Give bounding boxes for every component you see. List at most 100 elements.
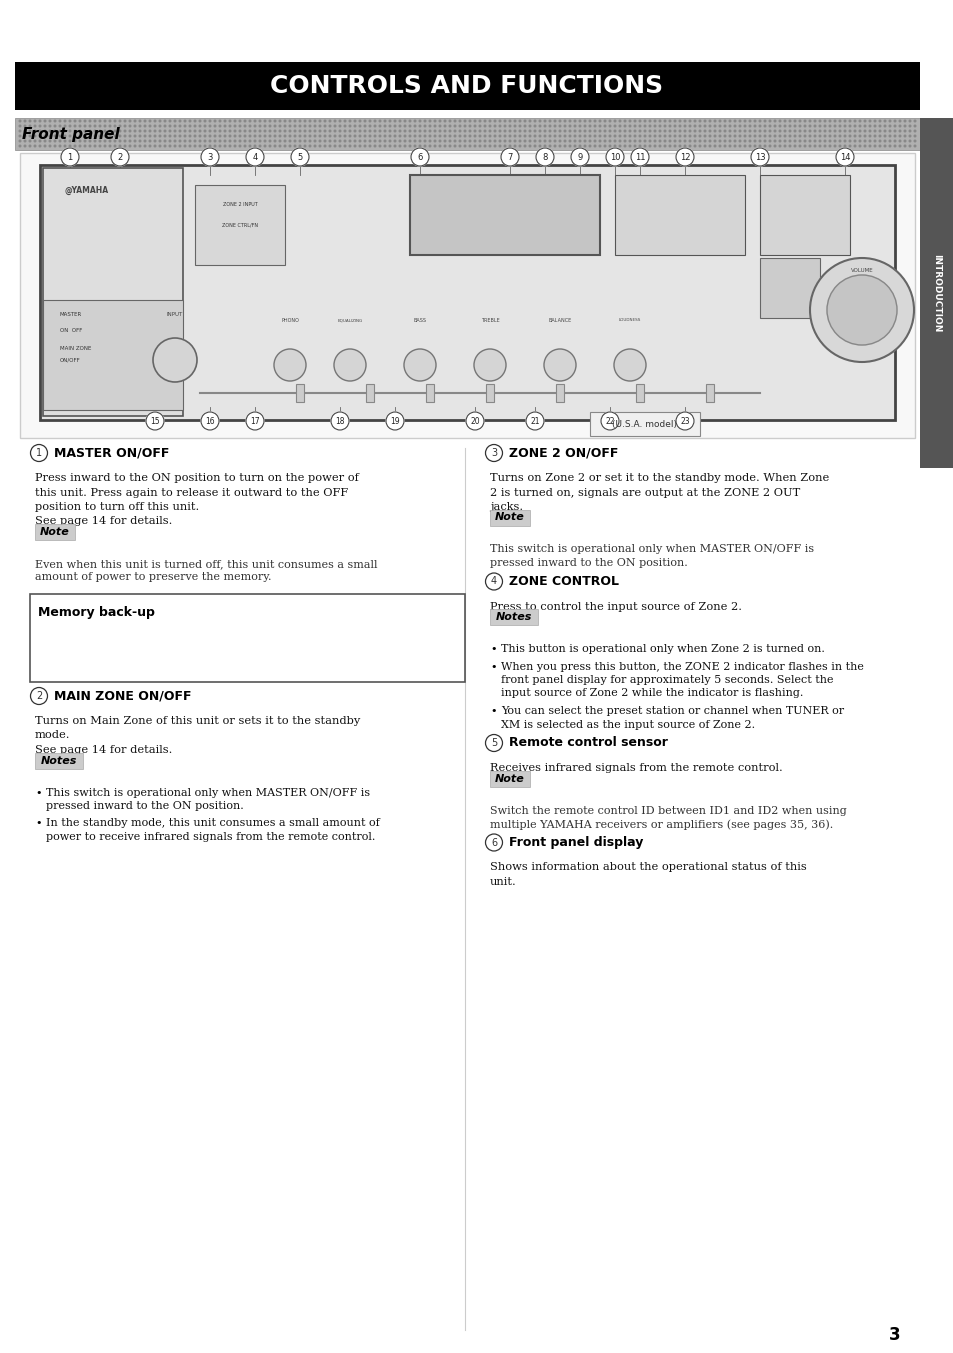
Circle shape xyxy=(699,126,700,127)
Circle shape xyxy=(768,135,770,137)
Circle shape xyxy=(750,147,768,166)
Circle shape xyxy=(674,141,675,142)
Circle shape xyxy=(354,145,355,146)
Circle shape xyxy=(39,130,41,131)
Circle shape xyxy=(739,130,740,131)
Circle shape xyxy=(763,135,765,137)
Circle shape xyxy=(384,120,385,122)
Circle shape xyxy=(369,135,371,137)
Circle shape xyxy=(823,141,825,142)
Circle shape xyxy=(708,126,710,127)
Circle shape xyxy=(398,120,400,122)
Circle shape xyxy=(139,126,141,127)
Circle shape xyxy=(294,120,295,122)
Circle shape xyxy=(249,135,251,137)
Circle shape xyxy=(609,135,610,137)
Circle shape xyxy=(414,141,416,142)
Circle shape xyxy=(668,126,670,127)
Circle shape xyxy=(189,126,191,127)
Circle shape xyxy=(683,120,685,122)
Circle shape xyxy=(839,141,840,142)
Circle shape xyxy=(768,120,770,122)
Circle shape xyxy=(84,126,86,127)
Circle shape xyxy=(883,130,885,131)
Circle shape xyxy=(474,141,476,142)
Circle shape xyxy=(543,349,576,382)
Circle shape xyxy=(629,145,630,146)
Circle shape xyxy=(529,145,530,146)
Circle shape xyxy=(438,141,440,142)
Circle shape xyxy=(873,130,875,131)
Circle shape xyxy=(334,141,335,142)
Circle shape xyxy=(398,126,400,127)
Circle shape xyxy=(404,120,405,122)
Circle shape xyxy=(349,120,351,122)
Circle shape xyxy=(823,120,825,122)
Circle shape xyxy=(536,147,554,166)
Circle shape xyxy=(104,130,106,131)
Circle shape xyxy=(253,130,255,131)
Circle shape xyxy=(389,141,391,142)
Circle shape xyxy=(109,141,111,142)
Circle shape xyxy=(788,126,790,127)
Text: 4: 4 xyxy=(491,576,497,586)
Circle shape xyxy=(679,130,680,131)
Circle shape xyxy=(504,126,505,127)
Circle shape xyxy=(504,145,505,146)
Circle shape xyxy=(498,126,500,127)
Circle shape xyxy=(139,120,141,122)
Circle shape xyxy=(893,145,895,146)
Circle shape xyxy=(843,120,845,122)
Circle shape xyxy=(344,135,345,137)
Text: 23: 23 xyxy=(679,417,689,425)
Circle shape xyxy=(489,135,490,137)
Circle shape xyxy=(179,135,181,137)
Text: BASS: BASS xyxy=(413,318,426,322)
Bar xyxy=(35,524,75,540)
Circle shape xyxy=(44,126,46,127)
Circle shape xyxy=(434,141,436,142)
Circle shape xyxy=(618,126,620,127)
Circle shape xyxy=(763,126,765,127)
Circle shape xyxy=(743,126,745,127)
Circle shape xyxy=(219,120,220,122)
Circle shape xyxy=(819,145,820,146)
Circle shape xyxy=(374,126,375,127)
Circle shape xyxy=(84,141,86,142)
Circle shape xyxy=(674,126,675,127)
Circle shape xyxy=(244,145,246,146)
Circle shape xyxy=(44,145,46,146)
Circle shape xyxy=(90,141,91,142)
Circle shape xyxy=(623,120,625,122)
Text: 19: 19 xyxy=(390,417,399,425)
Circle shape xyxy=(783,130,785,131)
Circle shape xyxy=(384,145,385,146)
Circle shape xyxy=(30,445,48,461)
Circle shape xyxy=(324,141,326,142)
Circle shape xyxy=(114,126,115,127)
Circle shape xyxy=(204,130,206,131)
Circle shape xyxy=(429,120,431,122)
Circle shape xyxy=(683,145,685,146)
Circle shape xyxy=(688,120,690,122)
Circle shape xyxy=(233,141,235,142)
Circle shape xyxy=(903,126,904,127)
Circle shape xyxy=(484,130,485,131)
Circle shape xyxy=(833,126,835,127)
Circle shape xyxy=(114,145,115,146)
Circle shape xyxy=(458,135,460,137)
Circle shape xyxy=(70,145,71,146)
Circle shape xyxy=(514,145,516,146)
Circle shape xyxy=(549,145,550,146)
Circle shape xyxy=(618,135,620,137)
Circle shape xyxy=(184,130,186,131)
Circle shape xyxy=(589,130,590,131)
Circle shape xyxy=(204,126,206,127)
Circle shape xyxy=(274,349,306,382)
Circle shape xyxy=(134,126,135,127)
Circle shape xyxy=(79,145,81,146)
Circle shape xyxy=(339,145,340,146)
Circle shape xyxy=(763,145,765,146)
Circle shape xyxy=(159,126,161,127)
Circle shape xyxy=(229,141,231,142)
